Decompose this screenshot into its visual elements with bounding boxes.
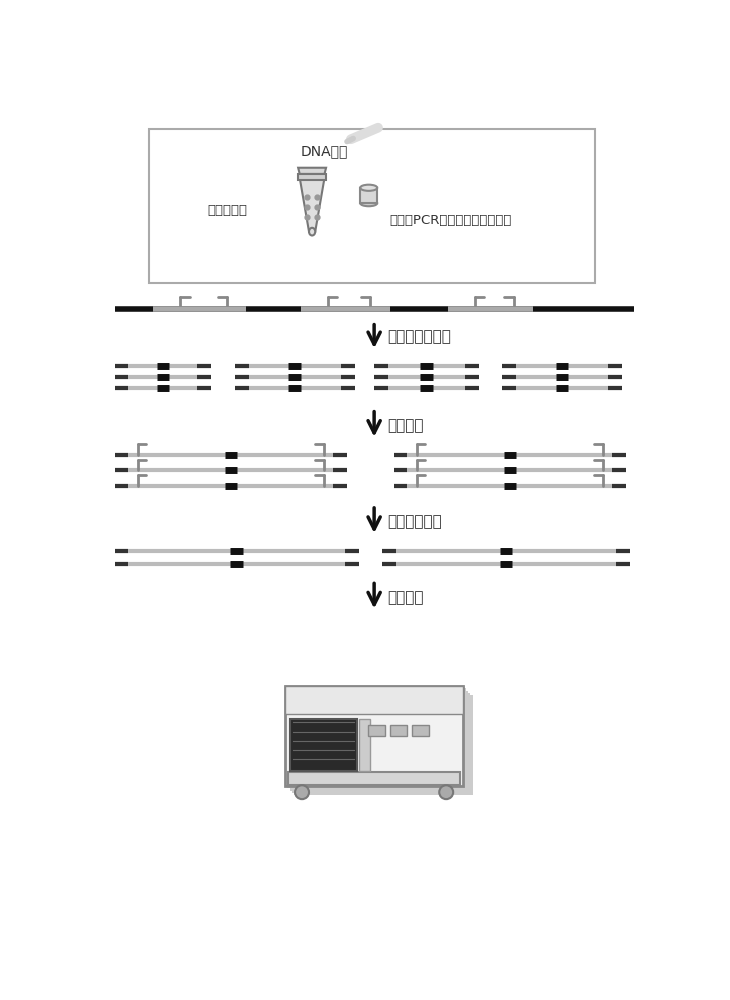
Circle shape: [439, 785, 453, 799]
Text: 二轮扩增: 二轮扩增: [388, 418, 424, 433]
Text: 上机测序: 上机测序: [388, 590, 424, 605]
Bar: [288, 772, 460, 785]
Bar: [290, 691, 468, 791]
Polygon shape: [298, 168, 326, 174]
Bar: [285, 686, 464, 714]
Bar: [359, 719, 369, 771]
Bar: [368, 725, 385, 736]
Polygon shape: [300, 178, 325, 232]
Ellipse shape: [309, 228, 315, 235]
Circle shape: [295, 785, 309, 799]
Bar: [290, 719, 358, 771]
Bar: [292, 693, 470, 793]
Bar: [360, 188, 377, 203]
Ellipse shape: [360, 185, 377, 191]
Bar: [390, 725, 407, 736]
Ellipse shape: [360, 200, 377, 206]
Bar: [298, 174, 326, 180]
FancyBboxPatch shape: [285, 686, 464, 786]
Text: 第一轮PCR扩增，目标片段富集: 第一轮PCR扩增，目标片段富集: [390, 214, 512, 227]
Bar: [412, 725, 429, 736]
Bar: [288, 688, 466, 788]
Text: DNA模板: DNA模板: [301, 145, 348, 159]
Text: 获得测序文库: 获得测序文库: [388, 514, 442, 529]
Text: 一轮扩增后混合: 一轮扩增后混合: [388, 330, 451, 345]
Text: 引物混合物: 引物混合物: [207, 204, 247, 217]
Bar: [150, 129, 595, 283]
Bar: [294, 695, 472, 795]
